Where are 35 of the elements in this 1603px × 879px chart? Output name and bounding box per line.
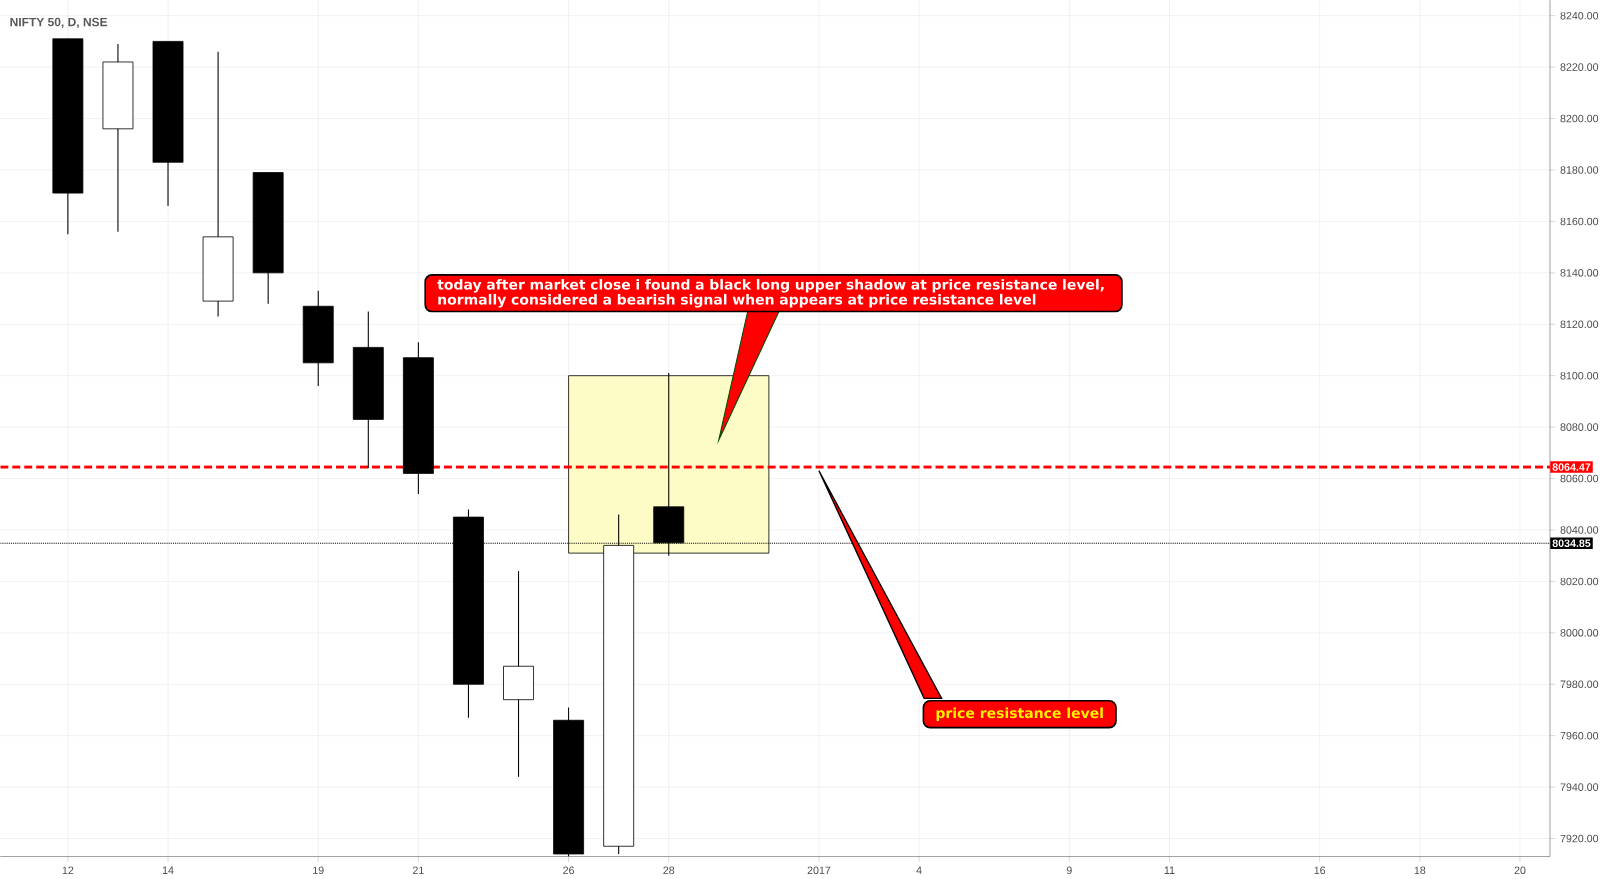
y-tick-label: 8060.00 (1560, 474, 1599, 483)
y-tick-label: 8160.00 (1560, 217, 1599, 226)
y-tick-label: 8140.00 (1560, 269, 1599, 277)
x-tick-label: 21 (412, 866, 424, 875)
x-tick-label: 12 (62, 866, 74, 875)
y-tick-label: 7980.00 (1560, 680, 1599, 689)
y-tick-label: 8200.00 (1560, 114, 1599, 123)
x-tick-label: 4 (916, 866, 922, 875)
x-tick-label: 16 (1314, 866, 1326, 875)
y-tick-label: 8100.00 (1560, 372, 1599, 380)
x-tick-label: 20 (1514, 866, 1526, 875)
y-tick-label: 7940.00 (1560, 783, 1599, 792)
y-tick-label: 8180.00 (1560, 166, 1599, 174)
ref-line-label: 8034.85 (1552, 539, 1591, 548)
y-tick-label: 7920.00 (1560, 834, 1599, 843)
annotation: today after market close i found a black long upper shadow at price resistance level, normally considered a bearish signal when appears at price resistance level (437, 279, 1104, 308)
x-tick-label: 19 (313, 866, 324, 875)
x-tick-label: 2017 (807, 866, 831, 875)
x-tick-label: 14 (162, 866, 174, 875)
ref-line-label: 8064.47 (1552, 463, 1591, 472)
y-tick-label: 8020.00 (1560, 577, 1599, 586)
y-tick-label: 8000.00 (1560, 629, 1599, 637)
y-tick-label: 8040.00 (1560, 526, 1599, 534)
y-tick-label: 8080.00 (1560, 423, 1599, 432)
text: NIFTY 50, D, NSE (10, 18, 108, 29)
y-tick-label: 8220.00 (1560, 63, 1599, 72)
y-tick-label: 8120.00 (1560, 320, 1599, 329)
x-tick-label: 11 (1164, 866, 1175, 875)
x-tick-label: 28 (663, 866, 675, 875)
y-tick-label: 8240.00 (1560, 12, 1599, 20)
x-tick-label: 18 (1414, 866, 1426, 875)
x-tick-label: 26 (563, 866, 575, 875)
annotation: price resistance level (936, 707, 1103, 722)
x-tick-label: 9 (1066, 866, 1072, 875)
y-tick-label: 7960.00 (1560, 732, 1599, 740)
